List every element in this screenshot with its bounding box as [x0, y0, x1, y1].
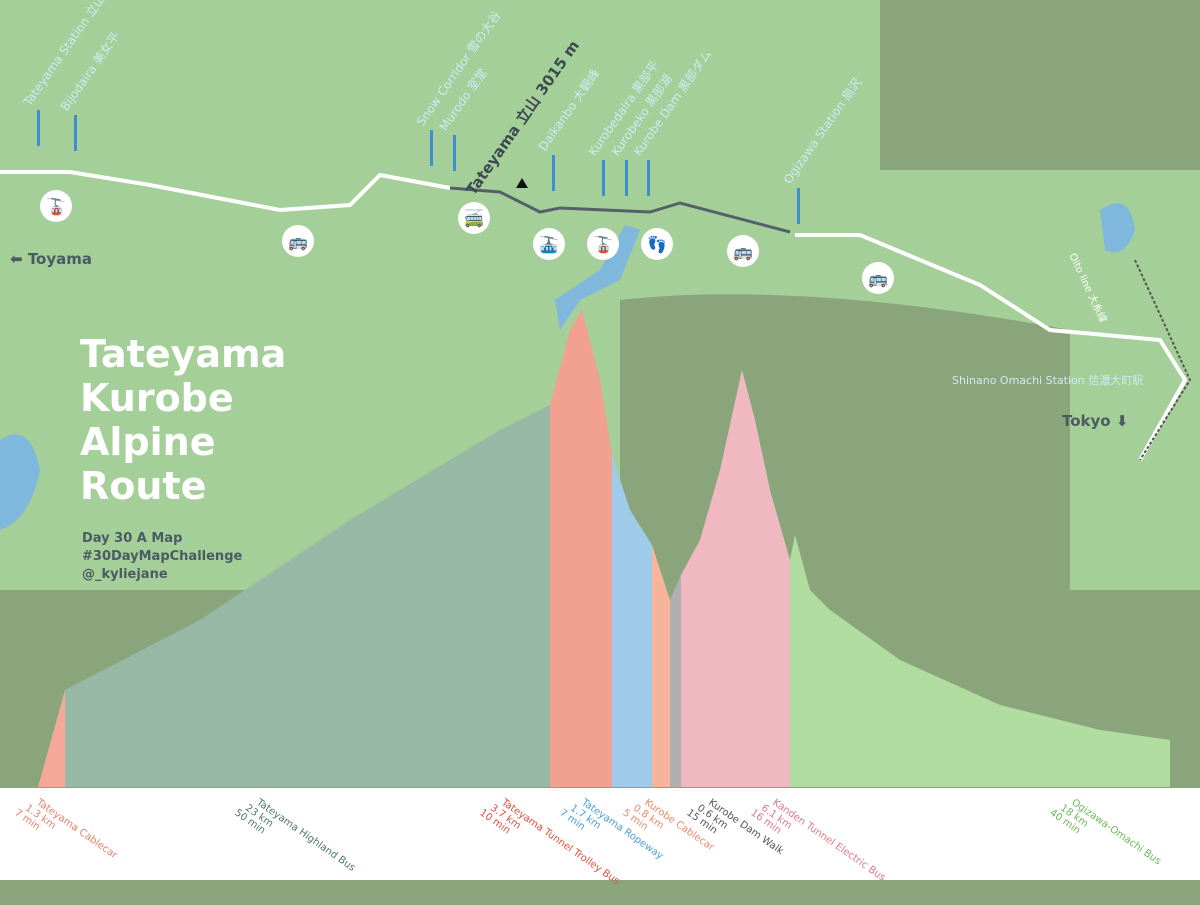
- route-bus: [0, 170, 451, 213]
- station-marker: [647, 160, 650, 196]
- subtitle-hashtag: #30DayMapChallenge: [82, 549, 243, 564]
- arrow-down-icon: ⬇: [1115, 412, 1129, 430]
- profile-segment: [550, 310, 612, 787]
- station-marker: [453, 135, 456, 171]
- station-marker: [602, 160, 605, 196]
- profile-segment: [38, 690, 65, 787]
- elevation-profile: [38, 310, 1170, 787]
- electric-bus-icon: 🚌: [727, 235, 759, 267]
- station-marker: [430, 130, 433, 166]
- lake-kurobe: [555, 225, 640, 330]
- subtitle: Day 30 A Map #30DayMapChallenge @_kyliej…: [82, 530, 242, 584]
- station-marker: [74, 115, 77, 151]
- bus-icon: 🚌: [282, 225, 314, 257]
- subtitle-day: Day 30 A Map: [82, 531, 183, 546]
- toyama-text: Toyama: [27, 250, 93, 268]
- lake-left: [0, 434, 40, 530]
- profile-segment: [670, 575, 681, 787]
- walk-icon: 👣: [641, 228, 673, 260]
- profile-segment: [652, 545, 670, 787]
- cablecar-icon: 🚡: [587, 228, 619, 260]
- tokyo-label: Tokyo ⬇: [1062, 412, 1128, 430]
- route-bus-east: [795, 233, 1188, 461]
- map-title: Tateyama Kurobe Alpine Route: [80, 332, 287, 508]
- trolley-bus-icon: 🚎: [458, 202, 490, 234]
- segment-label-band: [0, 788, 1200, 880]
- arrow-left-icon: ⬅: [10, 250, 23, 268]
- shinano-omachi-label: Shinano Omachi Station 信濃大町駅: [952, 374, 1144, 387]
- route-tunnel: [449, 186, 791, 234]
- terrain-plain: [620, 294, 1070, 590]
- profile-segment: [790, 535, 1170, 787]
- bus-icon: 🚌: [862, 262, 894, 294]
- profile-segment: [612, 455, 652, 787]
- profile-segment: [65, 405, 550, 787]
- map: [0, 0, 1200, 787]
- lake-right: [1100, 203, 1135, 253]
- station-marker: [552, 155, 555, 191]
- tokyo-text: Tokyo: [1062, 412, 1111, 430]
- station-marker: [37, 110, 40, 146]
- profile-segment: [681, 370, 790, 787]
- route-oito-line: [1134, 259, 1192, 461]
- station-marker: [625, 160, 628, 196]
- subtitle-author: @_kyliejane: [82, 567, 168, 582]
- ropeway-icon: 🚠: [533, 228, 565, 260]
- station-marker: [797, 188, 800, 224]
- cablecar-icon: 🚡: [40, 190, 72, 222]
- peak-icon: [516, 178, 528, 188]
- toyama-label: ⬅ Toyama: [10, 250, 92, 268]
